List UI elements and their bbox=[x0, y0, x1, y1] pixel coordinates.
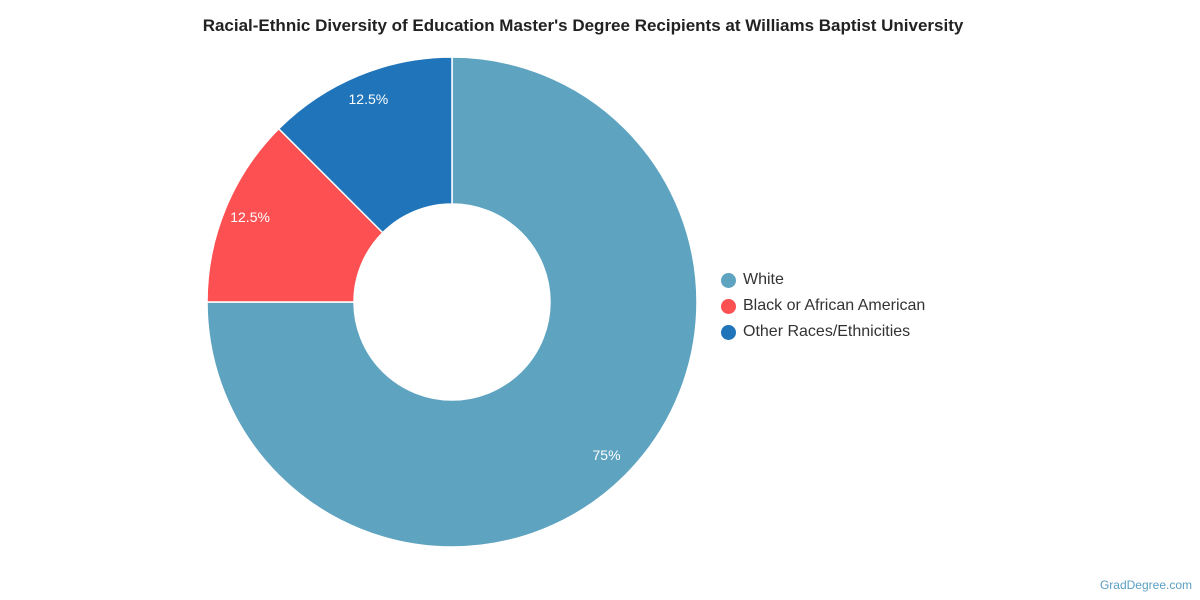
chart-title: Racial-Ethnic Diversity of Education Mas… bbox=[202, 16, 964, 35]
legend-item-black-or-african-american[interactable]: Black or African American bbox=[721, 293, 925, 319]
legend-label: Black or African American bbox=[743, 297, 926, 314]
legend-swatch-icon bbox=[721, 324, 736, 340]
legend-label: Other Races/Ethnicities bbox=[743, 323, 911, 340]
slice-label-black-or-african-american: 12.5% bbox=[230, 209, 270, 225]
legend-item-other-races-ethnicities[interactable]: Other Races/Ethnicities bbox=[721, 319, 925, 345]
slice-label-other-races-ethnicities: 12.5% bbox=[349, 91, 389, 107]
slice-other-races-ethnicities[interactable] bbox=[277, 56, 453, 234]
legend-swatch-icon bbox=[721, 298, 736, 314]
slice-label-white: 75% bbox=[593, 447, 621, 463]
legend-label: White bbox=[743, 271, 784, 288]
slice-black-or-african-american[interactable] bbox=[206, 127, 384, 303]
chart-legend: White Black or African American Other Race… bbox=[721, 267, 925, 345]
slice-white[interactable] bbox=[206, 56, 698, 548]
legend-swatch-icon bbox=[721, 272, 736, 288]
watermark: GradDegree.com bbox=[1099, 578, 1192, 592]
legend-item-white[interactable]: White bbox=[721, 267, 925, 293]
